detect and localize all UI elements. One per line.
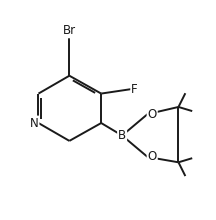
Text: N: N: [30, 117, 38, 130]
Text: F: F: [131, 83, 138, 96]
Text: O: O: [148, 150, 157, 163]
Text: B: B: [118, 129, 126, 142]
Text: Br: Br: [63, 24, 76, 37]
Text: O: O: [148, 108, 157, 121]
